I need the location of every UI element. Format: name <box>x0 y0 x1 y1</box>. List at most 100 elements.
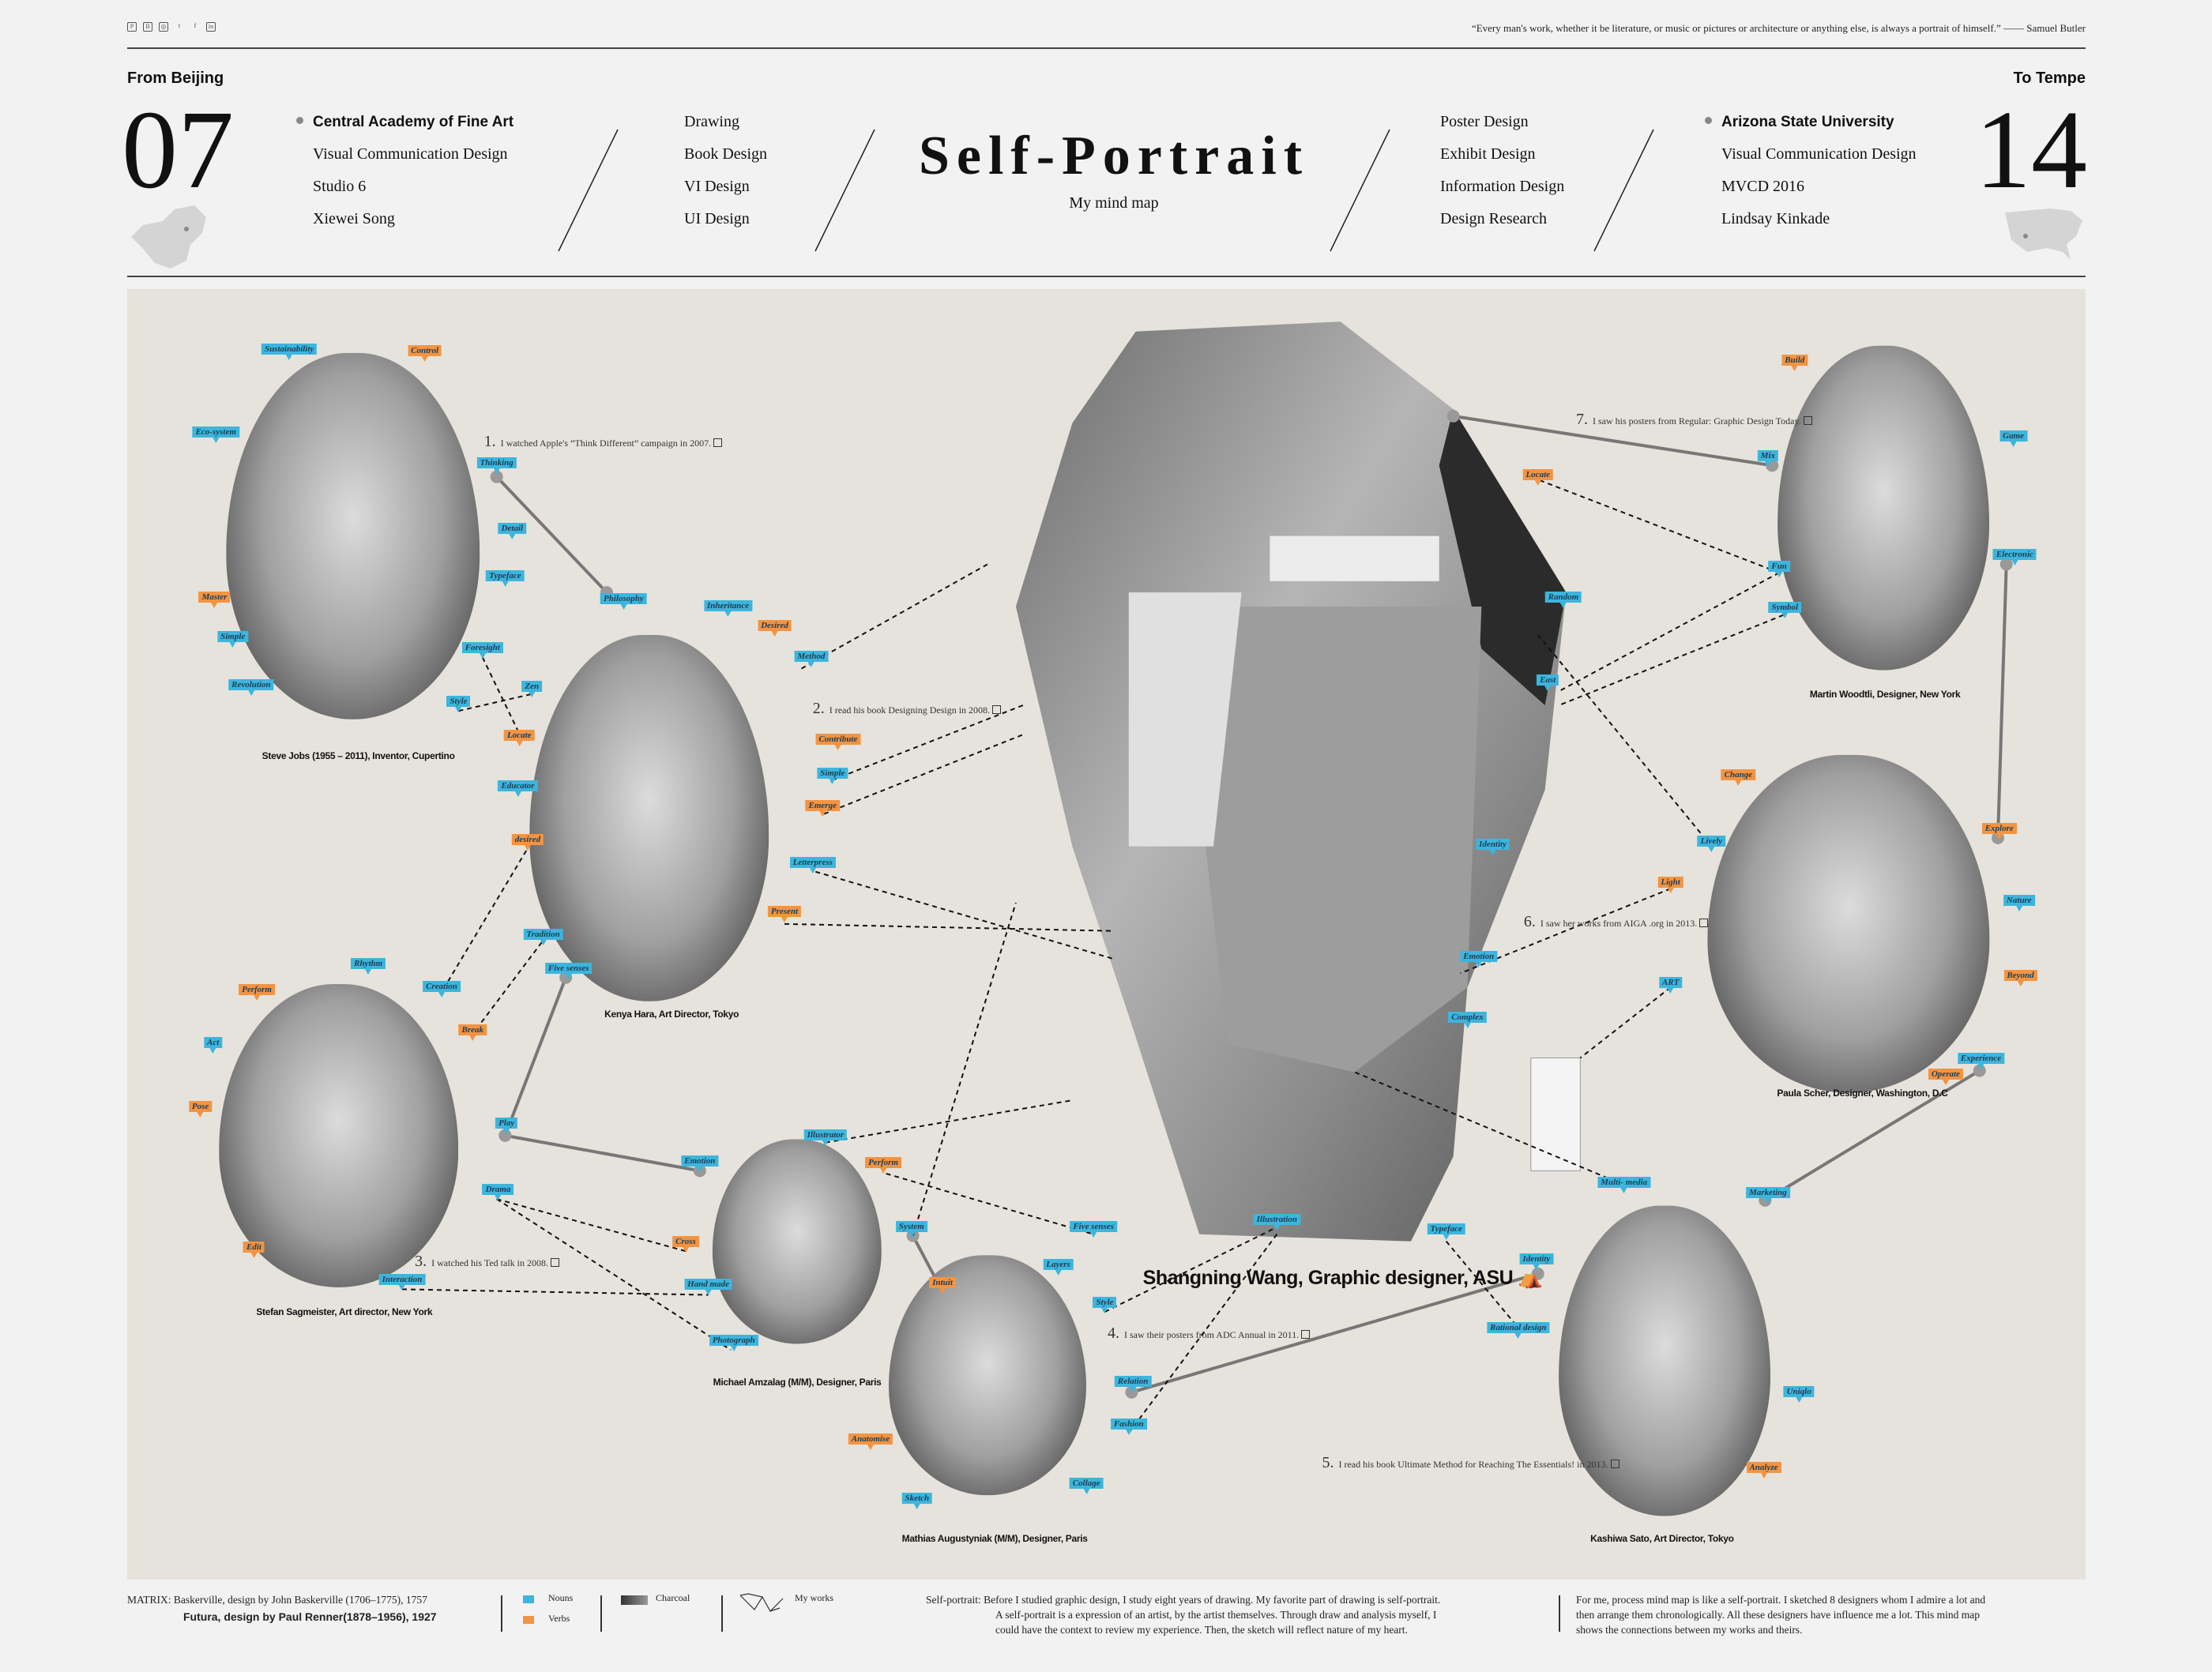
from-label: From Beijing <box>127 70 224 87</box>
note-text: I watched his Ted talk in 2008. <box>431 1257 548 1268</box>
timeline-note: 2. I read his book Designing Design in 20… <box>812 699 1002 718</box>
note-number: 2. <box>812 699 825 717</box>
dashed-connection <box>496 1198 732 1351</box>
noun-tag: Creation <box>423 980 461 998</box>
skill-item: VI Design <box>684 178 750 195</box>
divider <box>721 1595 723 1632</box>
verb-tag: Change <box>1721 769 1756 787</box>
note-text: I watched Apple's “Think Different” camp… <box>500 438 712 449</box>
noun-tag: Five senses <box>544 962 592 979</box>
timeline-note: 1. I watched Apple's “Think Different” ca… <box>484 433 723 451</box>
noun-tag: Identity <box>1476 838 1510 855</box>
apple-icon <box>713 438 723 448</box>
book-icon <box>1301 1330 1311 1339</box>
dashed-connection <box>1537 634 1713 847</box>
verb-tag: Build <box>1781 355 1808 371</box>
skill-item: Poster Design <box>1440 113 1529 130</box>
portrait-caption: Stefan Sagmeister, Art director, New Yor… <box>256 1306 433 1317</box>
start-year: 07 <box>122 87 234 212</box>
note-number: 6. <box>1523 912 1536 930</box>
behance-icon[interactable]: B <box>143 22 152 32</box>
noun-tag: Rational design <box>1487 1322 1550 1339</box>
noun-tag: Tradition <box>523 928 563 945</box>
solid-connection <box>503 976 568 1137</box>
dashed-connection <box>439 850 528 995</box>
dashed-connection <box>823 732 1026 815</box>
twitter-icon[interactable]: t <box>178 22 181 29</box>
left-school-list: Central Academy of Fine Art Visual Commu… <box>313 106 514 235</box>
skill-item: Design Research <box>1440 210 1547 227</box>
portrait-caption: Martin Woodtli, Designer, New York <box>1809 688 1961 700</box>
timeline-note: 3. I watched his Ted talk in 2008. <box>415 1253 559 1271</box>
designer-portrait <box>529 634 769 1002</box>
skill-item: Exhibit Design <box>1440 145 1536 163</box>
noun-tag: Five senses <box>1070 1220 1117 1238</box>
designer-portrait <box>712 1139 882 1344</box>
designer-portrait <box>218 983 459 1287</box>
verb-tag: desired <box>511 834 544 851</box>
school-item: MVCD 2016 <box>1721 178 1805 195</box>
dashed-connection <box>496 1198 687 1253</box>
dashed-connection <box>472 941 543 1035</box>
note-text: I saw their posters from ADC Annual in 2… <box>1124 1329 1300 1341</box>
noun-tag: Typeface <box>486 570 525 588</box>
node-dot <box>490 470 503 483</box>
facebook-icon[interactable]: f <box>194 22 197 29</box>
bullet-dot <box>296 117 303 124</box>
self-portrait-collage <box>1015 321 1581 1242</box>
legend-nouns: Nouns <box>548 1592 574 1603</box>
noun-tag: Foresight <box>461 642 503 659</box>
linkedin-icon[interactable]: in <box>206 22 216 32</box>
page-title: Self-Portrait <box>918 126 1310 186</box>
noun-tag: Act <box>204 1037 223 1054</box>
note-text: I read his book Designing Design in 2008… <box>829 704 991 716</box>
divider <box>600 1595 602 1632</box>
noun-tag: ART <box>1658 976 1683 994</box>
my-works-icon <box>739 1593 784 1612</box>
designer-portrait <box>1559 1206 1771 1516</box>
noun-tag: Style <box>446 696 471 713</box>
portrait-caption: Michael Amzalag (M/M), Designer, Paris <box>713 1377 882 1388</box>
portrait-caption: Mathias Augustyniak (M/M), Designer, Par… <box>901 1533 1088 1545</box>
noun-tag: Style <box>1093 1297 1117 1314</box>
school-item: Visual Communication Design <box>1721 145 1917 163</box>
to-label: To Tempe <box>2013 70 2086 87</box>
noun-tag: Inheritance <box>703 599 753 617</box>
verb-tag: Explore <box>1981 822 2017 840</box>
note-number: 3. <box>415 1252 427 1270</box>
noun-tag: East <box>1537 674 1559 692</box>
dashed-connection <box>1445 1241 1518 1327</box>
dashed-connection <box>1579 986 1672 1059</box>
verb-tag: Cross <box>672 1236 699 1253</box>
end-year: 14 <box>1975 87 2087 212</box>
school-item: Visual Communication Design <box>313 145 508 163</box>
solid-connection <box>1764 1069 1981 1202</box>
left-skills-list: Drawing Book Design VI Design UI Design <box>684 106 767 235</box>
noun-tag: Emotion <box>681 1155 719 1173</box>
solid-connection <box>495 475 608 594</box>
noun-tag: Experience <box>1957 1053 2005 1070</box>
pinterest-icon[interactable]: P <box>127 22 137 32</box>
designer-portrait <box>225 352 480 720</box>
note-number: 5. <box>1322 1454 1334 1472</box>
legend-my-works: My works <box>795 1592 834 1603</box>
instagram-icon[interactable]: ◎ <box>159 22 168 32</box>
note-text: I read his book Ultimate Method for Reac… <box>1338 1459 1608 1471</box>
solid-connection <box>1130 1272 1539 1394</box>
video-icon <box>551 1257 559 1267</box>
designer-portrait <box>889 1255 1087 1496</box>
noun-swatch-icon <box>523 1595 534 1603</box>
verb-tag: Locate <box>1522 468 1554 486</box>
legend-verbs: Verbs <box>548 1613 570 1624</box>
school-item: Lindsay Kinkade <box>1721 210 1830 227</box>
skill-item: Book Design <box>684 145 767 163</box>
verb-tag: Master <box>198 592 231 609</box>
verb-tag: Contribute <box>815 734 861 751</box>
noun-tag: Mix <box>1757 450 1779 468</box>
verb-tag: Control <box>408 344 442 362</box>
solid-connection <box>505 1133 701 1173</box>
dashed-connection <box>912 902 1017 1236</box>
noun-tag: Photograph <box>709 1335 758 1352</box>
skill-item: Drawing <box>684 113 739 130</box>
easel-icon: ⛺ <box>1518 1266 1543 1289</box>
